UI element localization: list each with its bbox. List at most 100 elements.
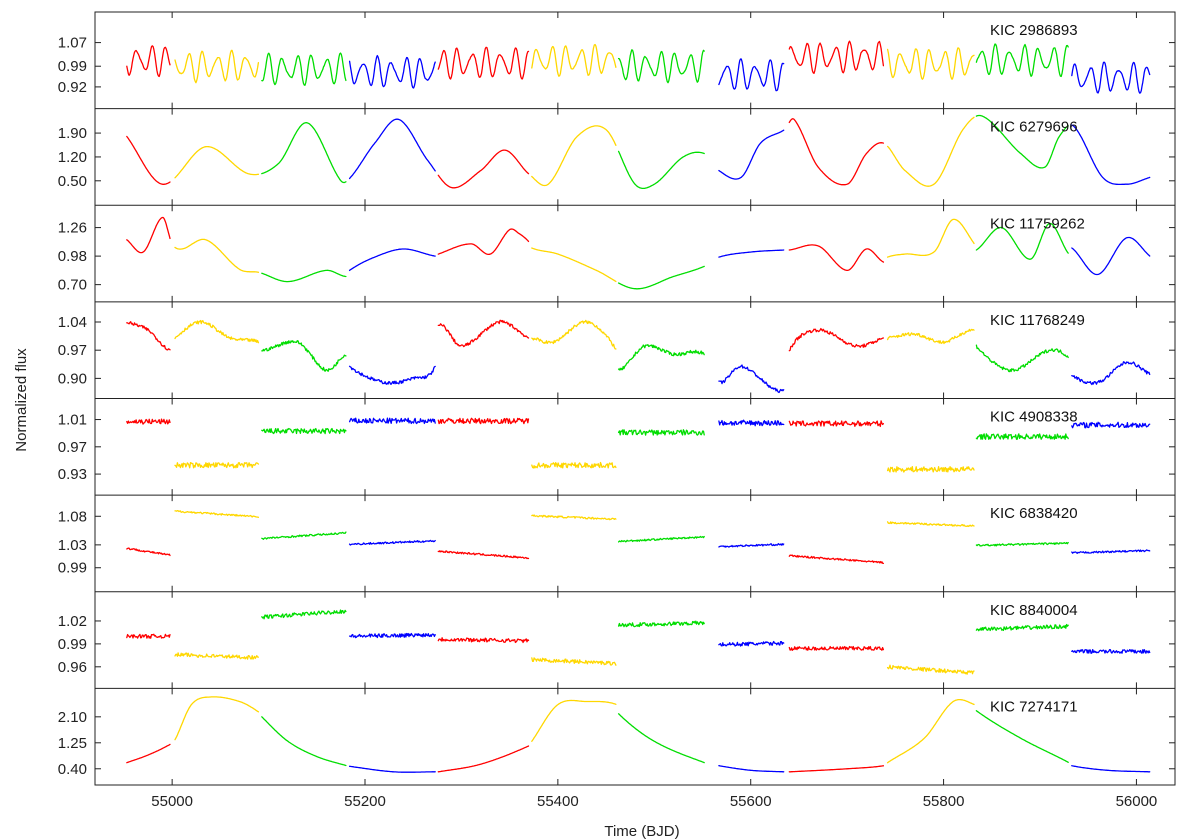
series-yellow-q6: [531, 699, 617, 742]
series-blue-q12: [1071, 124, 1151, 186]
series-red-q5: [437, 149, 530, 189]
series-blue-q4: [348, 539, 436, 546]
series-blue-q12: [1071, 765, 1151, 773]
y-tick-label: 0.90: [58, 370, 87, 387]
series-blue-q8: [718, 640, 785, 647]
x-tick-label: 55400: [537, 793, 579, 810]
panel: 1.26 0.98 0.70 KIC 11759262: [58, 204, 1175, 302]
series-yellow-q10: [886, 465, 975, 473]
series-group: [126, 696, 1151, 773]
series-green-q11: [975, 222, 1069, 260]
y-tick-label: 0.93: [58, 466, 87, 483]
series-red-q1: [126, 216, 171, 254]
series-blue-q8: [718, 543, 785, 548]
series-blue-q8: [718, 129, 785, 180]
plot-frame: [94, 11, 1176, 786]
y-tick-label: 0.70: [58, 277, 87, 294]
y-tick-label: 1.08: [58, 508, 87, 525]
series-blue-q4: [348, 632, 436, 639]
series-yellow-q10: [886, 328, 975, 345]
series-red-q9: [788, 244, 885, 272]
series-blue-q12: [1071, 236, 1151, 276]
series-green-q3: [261, 52, 347, 86]
series-blue-q4: [348, 54, 436, 89]
x-tick-label: 55200: [344, 793, 386, 810]
series-yellow-q6: [531, 125, 617, 187]
y-tick-label: 2.10: [58, 709, 87, 726]
series-yellow-q2: [174, 461, 260, 469]
series-green-q7: [617, 49, 705, 84]
series-group: [126, 40, 1151, 94]
series-yellow-q6: [531, 514, 617, 521]
panel-label: KIC 6279696: [990, 119, 1078, 136]
series-red-q1: [126, 321, 171, 351]
y-tick-label: 1.02: [58, 613, 87, 630]
series-green-q7: [617, 150, 705, 190]
series-green-q3: [261, 340, 347, 372]
y-axis-title: Normalized flux: [13, 348, 30, 452]
series-blue-q4: [348, 118, 436, 180]
series-yellow-q2: [174, 319, 260, 344]
series-yellow-q2: [174, 652, 260, 660]
panel: 1.01 0.97 0.93 KIC 4908338: [58, 398, 1175, 496]
panel-label: KIC 11759262: [990, 215, 1085, 232]
series-blue-q8: [718, 765, 785, 773]
y-tick-label: 1.26: [58, 220, 87, 237]
series-red-q9: [788, 40, 885, 74]
series-blue-q4: [348, 417, 436, 425]
panel: 2.10 1.25 0.40 KIC 7274171: [58, 687, 1175, 785]
y-tick-label: 1.04: [58, 314, 87, 331]
y-tick-label: 0.98: [58, 248, 87, 265]
series-red-q1: [126, 743, 171, 764]
x-tick-label: 55600: [730, 793, 772, 810]
series-group: [126, 319, 1151, 394]
y-tick-label: 0.99: [58, 636, 87, 653]
series-blue-q8: [718, 419, 785, 427]
panels-group: 1.07 0.99 0.92 KIC 2986893 1.90 1.20 0.50 KIC 6…: [58, 11, 1176, 786]
series-red-q9: [788, 554, 885, 565]
series-red-q5: [437, 745, 530, 773]
series-red-q9: [788, 327, 885, 352]
series-group: [126, 114, 1151, 190]
series-blue-q4: [348, 248, 436, 272]
series-blue-q12: [1071, 421, 1151, 429]
y-tick-label: 0.40: [58, 761, 87, 778]
panel-label: KIC 6838420: [990, 505, 1078, 522]
y-tick-label: 1.01: [58, 412, 87, 429]
series-green-q7: [617, 344, 705, 371]
series-red-q5: [437, 550, 530, 560]
series-red-q9: [788, 645, 885, 651]
series-yellow-q6: [531, 657, 617, 666]
series-group: [126, 216, 1151, 290]
series-yellow-q10: [886, 664, 975, 675]
y-tick-label: 0.92: [58, 79, 87, 96]
y-tick-label: 1.90: [58, 125, 87, 142]
x-tick-label: 55000: [151, 793, 193, 810]
series-green-q3: [261, 269, 347, 283]
x-tick-label: 55800: [923, 793, 965, 810]
series-blue-q12: [1071, 549, 1151, 554]
series-green-q11: [975, 433, 1069, 440]
y-tick-label: 1.03: [58, 537, 87, 554]
x-tick-label: 56000: [1116, 793, 1158, 810]
series-yellow-q10: [886, 116, 975, 187]
series-blue-q12: [1071, 361, 1151, 386]
series-red-q5: [437, 319, 530, 348]
series-red-q5: [437, 637, 530, 644]
series-green-q7: [617, 535, 705, 543]
panel: 1.07 0.99 0.92 KIC 2986893: [58, 11, 1175, 109]
series-blue-q4: [348, 365, 436, 385]
panel-label: KIC 4908338: [990, 409, 1078, 426]
series-yellow-q6: [531, 247, 617, 283]
series-green-q7: [617, 713, 705, 764]
y-tick-label: 1.07: [58, 35, 87, 52]
series-blue-q8: [718, 249, 785, 258]
series-blue-q8: [718, 364, 785, 394]
series-yellow-q2: [174, 509, 260, 518]
series-yellow-q2: [174, 49, 260, 84]
series-green-q11: [975, 623, 1069, 632]
series-red-q5: [437, 46, 530, 80]
series-green-q11: [975, 541, 1069, 547]
series-blue-q8: [718, 58, 785, 92]
